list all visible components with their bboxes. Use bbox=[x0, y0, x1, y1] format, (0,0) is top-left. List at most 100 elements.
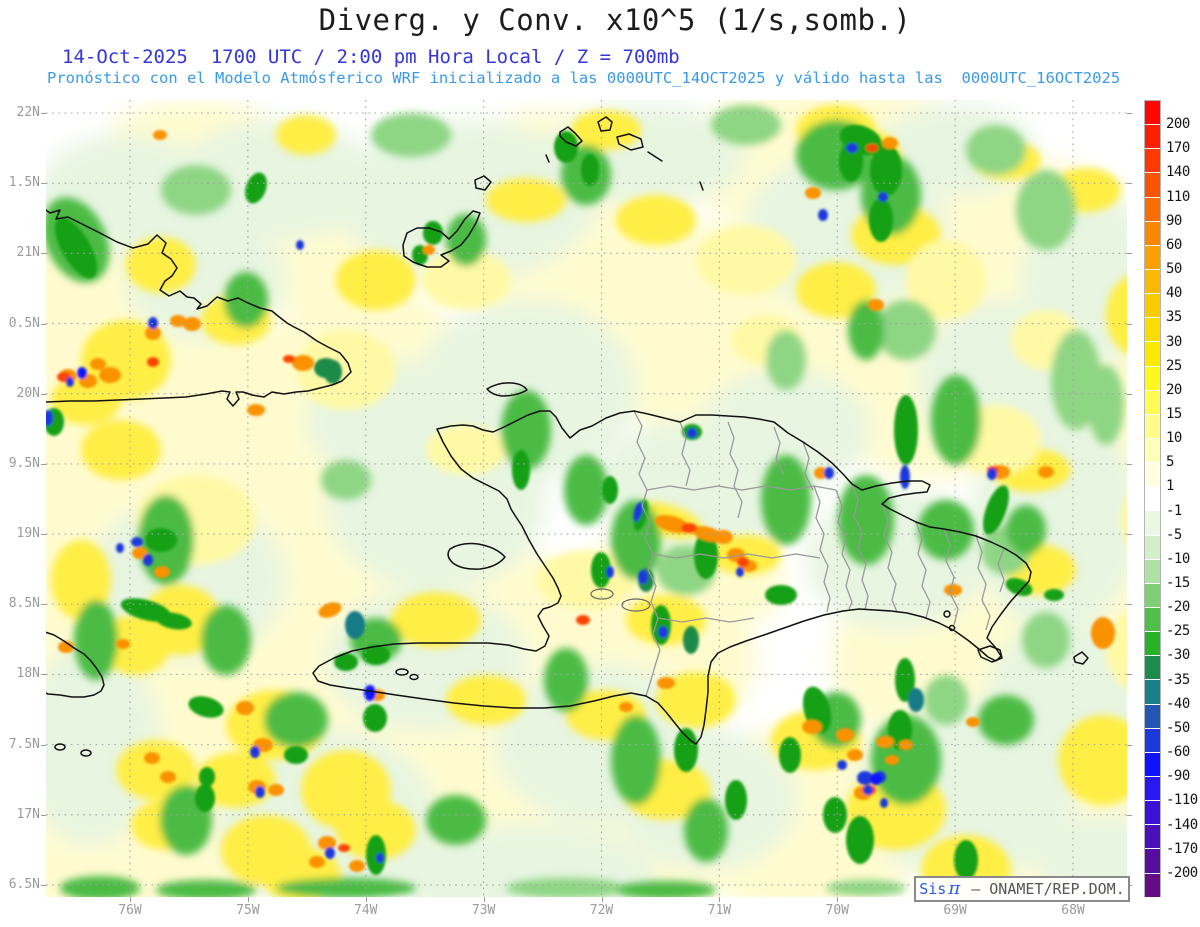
field-extreme-spots bbox=[46, 124, 1115, 880]
field-blob-b bbox=[880, 798, 888, 808]
field-blob-y2 bbox=[906, 240, 986, 320]
field-blob-o bbox=[160, 771, 176, 783]
colorbar-segment bbox=[1145, 197, 1160, 221]
field-blob-b bbox=[987, 468, 997, 480]
colorbar-value-label: 40 bbox=[1166, 285, 1182, 302]
field-blob-g1 bbox=[176, 120, 376, 240]
field-blob-b bbox=[824, 467, 834, 479]
field-blob-g5 bbox=[839, 142, 863, 182]
colorbar-segment bbox=[1145, 149, 1160, 173]
lat-tick-mark bbox=[1127, 674, 1132, 676]
lat-tick-mark bbox=[41, 534, 46, 536]
saona-island-outline bbox=[977, 645, 1003, 663]
field-blob-g5 bbox=[199, 767, 215, 787]
field-blob-y3 bbox=[1106, 276, 1127, 354]
lat-tick-mark bbox=[41, 604, 46, 606]
colorbar-value-label: -140 bbox=[1166, 816, 1198, 833]
lon-tick-mark bbox=[247, 897, 249, 902]
field-blob-g1 bbox=[46, 645, 161, 845]
field-blob-g5 bbox=[188, 696, 224, 718]
colorbar-value-label: 10 bbox=[1166, 430, 1182, 447]
lon-tick-label: 68W bbox=[1061, 903, 1085, 918]
colorbar-segment bbox=[1145, 752, 1160, 776]
field-blob-g5 bbox=[195, 784, 215, 812]
field-blob-o bbox=[868, 299, 884, 311]
lat-tick-label: 17N bbox=[16, 806, 40, 822]
colorbar-segment bbox=[1145, 849, 1160, 873]
colorbar-segment bbox=[1145, 583, 1160, 607]
field-blob-g3 bbox=[711, 105, 781, 145]
colorbar-segment bbox=[1145, 221, 1160, 245]
field-blob-g4 bbox=[156, 880, 256, 897]
lat-tick-mark bbox=[41, 744, 46, 746]
field-blob-g3 bbox=[766, 330, 806, 390]
field-blob-o bbox=[876, 736, 894, 748]
turks-islands-outline bbox=[597, 116, 613, 132]
lon-tick-label: 73W bbox=[471, 903, 496, 918]
field-blob-g3 bbox=[1022, 612, 1070, 668]
field-blob-o bbox=[802, 720, 822, 734]
colorbar-value-label: 20 bbox=[1166, 381, 1182, 398]
field-blob-b bbox=[606, 566, 614, 578]
little-inagua-outline bbox=[474, 175, 492, 191]
lake-enriquillo-outline bbox=[621, 598, 651, 612]
colorbar-segment bbox=[1145, 390, 1160, 414]
lat-tick-mark bbox=[41, 183, 46, 185]
colorbar bbox=[1144, 100, 1161, 897]
coastlines bbox=[46, 116, 1089, 757]
field-blob-r bbox=[283, 355, 295, 363]
field-blob-g1 bbox=[336, 120, 596, 280]
field-blob-o bbox=[966, 717, 980, 727]
field-blob-b bbox=[633, 502, 643, 522]
field-blob-g3 bbox=[876, 300, 936, 360]
field-blob-y3 bbox=[126, 237, 196, 293]
colorbar-value-label: 35 bbox=[1166, 309, 1182, 326]
colorbar-value-label: -15 bbox=[1166, 575, 1190, 592]
colorbar-value-label: -50 bbox=[1166, 719, 1190, 736]
colorbar-segment bbox=[1145, 269, 1160, 294]
field-blob-g4 bbox=[978, 695, 1034, 745]
colorbar-value-label: -90 bbox=[1166, 768, 1190, 785]
lat-tick-label: 0.5N bbox=[8, 315, 40, 331]
field-blob-g4 bbox=[60, 876, 140, 897]
field-blob-y2 bbox=[1121, 497, 1127, 543]
field-blob-o bbox=[805, 187, 821, 199]
field-blob-y3 bbox=[336, 250, 416, 310]
field-blob-o bbox=[847, 749, 863, 761]
field-blob-g4 bbox=[684, 798, 728, 862]
lat-tick-label: 1.5N bbox=[8, 175, 40, 191]
field-blob-g4 bbox=[446, 214, 486, 266]
field-blob-o bbox=[836, 728, 854, 742]
field-blob-g5 bbox=[602, 476, 618, 504]
lon-tick-mark bbox=[483, 897, 485, 902]
colorbar-segment bbox=[1145, 366, 1160, 390]
field-blob-o bbox=[90, 358, 106, 370]
field-blob-g5 bbox=[895, 658, 915, 702]
colorbar-segment bbox=[1145, 801, 1160, 825]
field-blob-bb bbox=[77, 367, 87, 379]
lat-tick-label: 9.5N bbox=[8, 455, 40, 471]
lat-tick-mark bbox=[1127, 463, 1132, 465]
field-blob-b bbox=[325, 847, 335, 859]
field-blob-g5 bbox=[156, 612, 192, 630]
colorbar-value-label: -30 bbox=[1166, 647, 1190, 664]
field-blob-bb bbox=[870, 773, 882, 785]
colorbar-segment bbox=[1145, 632, 1160, 656]
subtitle-datetime: 14-Oct-2025 1700 UTC / 2:00 pm Hora Loca… bbox=[62, 46, 680, 68]
colorbar-segment bbox=[1145, 535, 1160, 559]
colorbar-segment bbox=[1145, 776, 1160, 801]
field-blob-b bbox=[255, 786, 265, 798]
field-blob-g3 bbox=[924, 675, 968, 725]
colorbar-value-label: 60 bbox=[1166, 236, 1182, 253]
colorbar-segment bbox=[1145, 101, 1160, 125]
field-blob-g5 bbox=[725, 780, 747, 820]
cay-outline bbox=[80, 749, 92, 757]
colorbar-value-label: 5 bbox=[1166, 454, 1174, 471]
colorbar-segment bbox=[1145, 728, 1160, 752]
colorbar-segment bbox=[1145, 318, 1160, 342]
field-blob-g4 bbox=[838, 475, 894, 565]
field-blob-b bbox=[863, 785, 873, 795]
field-blob-g5 bbox=[591, 552, 611, 588]
lon-tick-label: 74W bbox=[354, 903, 378, 918]
field-blob-g4 bbox=[544, 648, 588, 712]
